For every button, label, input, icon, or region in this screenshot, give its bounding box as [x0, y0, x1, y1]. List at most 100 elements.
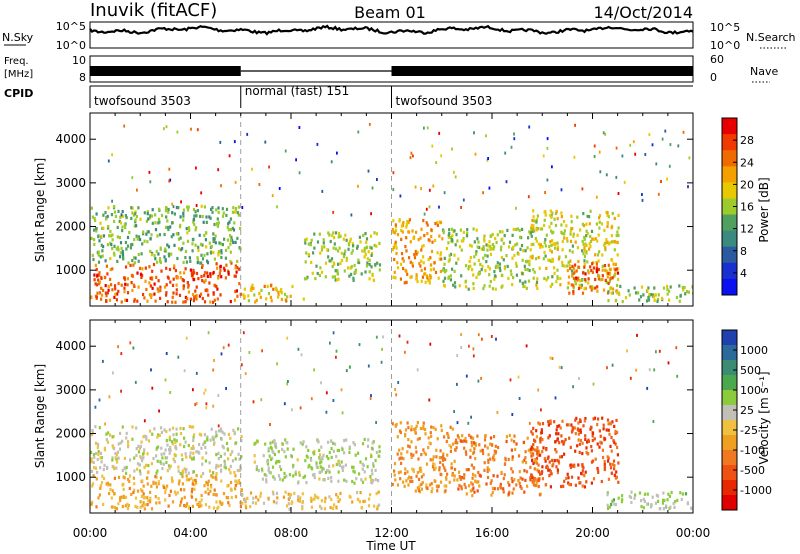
power-cell — [660, 180, 662, 183]
velocity-cell — [543, 456, 546, 461]
power-cell — [91, 253, 94, 257]
power-cell — [267, 292, 271, 296]
velocity-cell — [613, 502, 616, 506]
power-cell — [408, 218, 411, 222]
velocity-cell — [96, 442, 100, 446]
velocity-cell — [201, 462, 204, 466]
velocity-cell — [528, 421, 531, 425]
power-cell — [516, 242, 519, 246]
velocity-cell — [234, 479, 237, 483]
velocity-cell — [240, 455, 243, 459]
power-cell — [352, 244, 355, 248]
velocity-cell — [301, 507, 304, 511]
velocity-cell — [571, 464, 574, 468]
velocity-cell — [417, 489, 420, 493]
power-cell — [298, 126, 301, 129]
velocity-cell — [329, 506, 332, 510]
power-cell — [499, 248, 503, 252]
velocity-cell — [523, 458, 526, 462]
velocity-cell — [195, 450, 198, 454]
power-cell — [545, 266, 548, 270]
power-cell — [485, 134, 487, 138]
velocity-cell — [456, 441, 459, 445]
velocity-cell — [199, 501, 202, 505]
velocity-cell — [398, 457, 401, 461]
power-cell — [217, 276, 220, 280]
velocity-cell — [320, 460, 323, 464]
velocity-cell — [484, 434, 487, 438]
velocity-cell — [603, 467, 606, 472]
power-cell — [118, 219, 121, 223]
velocity-cell — [535, 459, 538, 463]
power-cell — [194, 210, 197, 214]
velocity-cell — [133, 488, 136, 492]
velocity-cell — [590, 445, 593, 449]
velocity-cell — [215, 477, 218, 481]
power-cell — [179, 271, 182, 275]
velocity-cell — [95, 505, 98, 509]
velocity-cell — [302, 440, 305, 444]
power-cell — [607, 263, 610, 267]
power-cell — [577, 276, 580, 280]
cpid-segment-3: twofsound 3503 — [396, 94, 493, 108]
power-cell — [285, 299, 288, 303]
velocity-cell — [427, 436, 430, 440]
power-cell — [339, 234, 342, 238]
velocity-cell — [607, 459, 610, 463]
power-cell — [489, 252, 493, 256]
velocity-cell — [176, 491, 179, 495]
velocity-cell — [337, 448, 341, 453]
velocity-cell — [487, 453, 490, 457]
power-cell — [237, 213, 240, 217]
power-cell — [213, 237, 216, 241]
velocity-cell — [276, 496, 279, 500]
velocity-cell — [166, 469, 169, 473]
power-cell — [395, 246, 398, 250]
power-cell — [186, 205, 189, 209]
power-cell — [553, 266, 556, 270]
velocity-cell — [323, 478, 326, 482]
velocity-cell — [209, 489, 212, 493]
velocity-cell — [253, 460, 256, 464]
power-cell — [555, 210, 558, 214]
power-cell — [571, 274, 574, 278]
power-cell — [683, 286, 686, 290]
velocity-cell — [115, 507, 119, 511]
power-cell — [340, 251, 343, 255]
power-cell — [151, 269, 154, 273]
velocity-cell — [519, 485, 522, 489]
power-cell — [195, 271, 199, 276]
power-cell — [592, 237, 595, 241]
velocity-cell — [570, 423, 573, 427]
velocity-cell — [282, 495, 285, 499]
velocity-cell — [468, 344, 470, 348]
power-cell — [353, 263, 356, 268]
velocity-cell — [212, 437, 215, 441]
power-cell — [191, 238, 194, 242]
power-cell — [121, 214, 124, 218]
velocity-cell — [465, 440, 468, 444]
power-cell — [495, 264, 498, 268]
power-cell — [605, 269, 608, 273]
power-cell — [616, 271, 620, 275]
power-cell — [594, 237, 597, 241]
power-cell — [574, 123, 576, 127]
power-cell — [586, 260, 589, 264]
colorbar-tick-label: 100 — [740, 384, 761, 397]
power-cell — [597, 233, 600, 237]
power-cell — [124, 298, 127, 302]
power-cell — [511, 283, 514, 287]
power-cell — [123, 290, 126, 294]
velocity-cell — [146, 503, 149, 507]
power-cell — [610, 240, 613, 244]
velocity-cell — [394, 424, 397, 428]
power-cell — [322, 238, 325, 242]
velocity-cell — [230, 495, 233, 500]
power-cell — [234, 180, 237, 184]
power-cell — [169, 178, 172, 182]
velocity-cell — [410, 452, 413, 456]
velocity-cell — [173, 453, 176, 457]
velocity-cell — [147, 439, 151, 443]
x-tick-labels: 00:00 04:00 08:00 12:00 16:00 20:00 00:00 — [73, 526, 711, 540]
